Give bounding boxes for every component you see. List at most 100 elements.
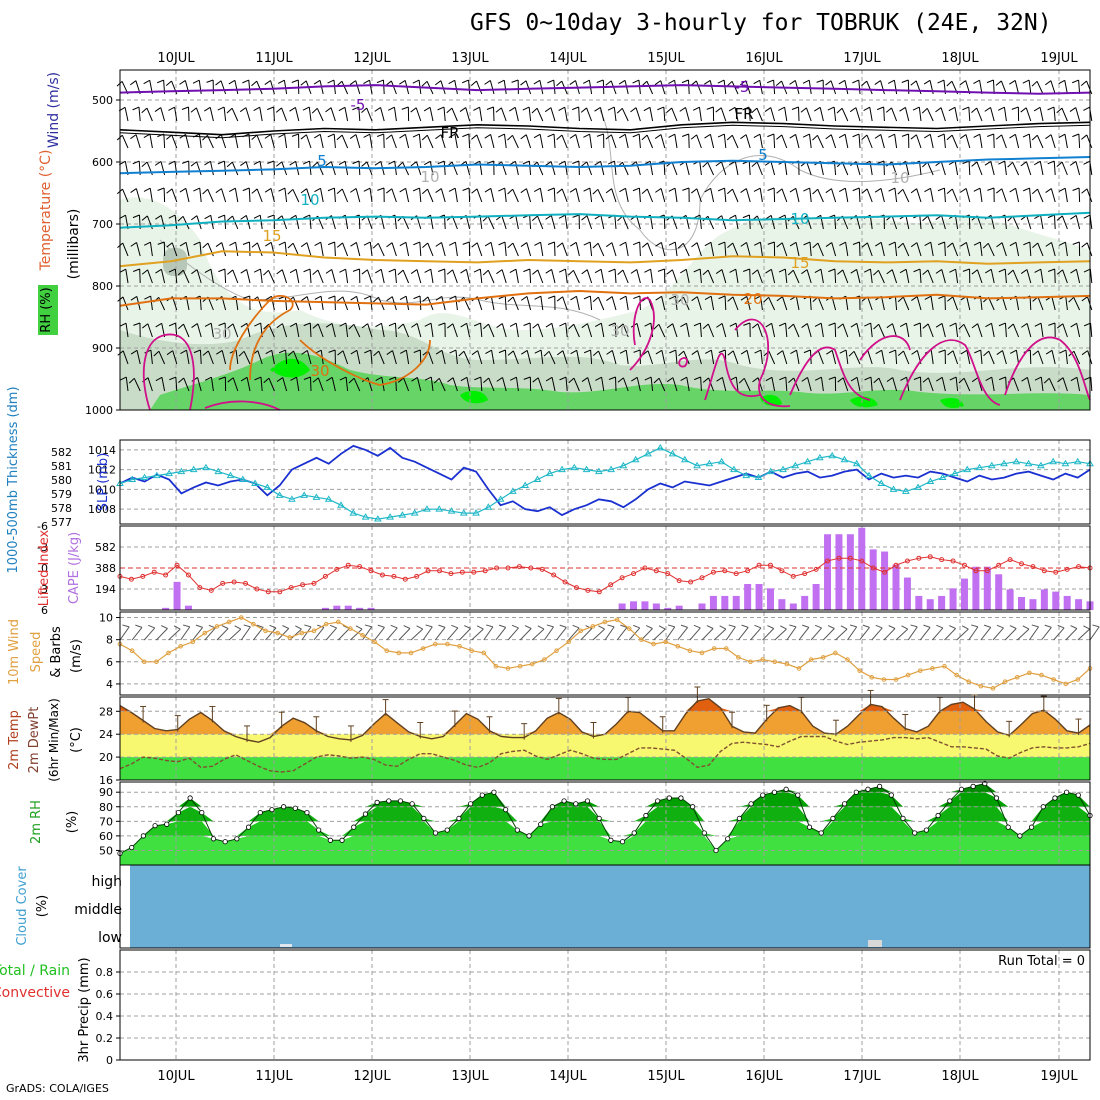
wind-barb-flag — [814, 322, 822, 327]
wind-barb-flag — [718, 349, 726, 353]
wind-barb-flag — [277, 79, 285, 84]
wind-barb-flag — [300, 80, 307, 86]
wind10-barb — [883, 628, 896, 641]
wind-barb — [614, 215, 617, 230]
wind-barb-flag — [363, 241, 371, 246]
thickness-point — [914, 483, 922, 490]
lifted-index-point — [562, 579, 568, 585]
wind-barb — [858, 80, 861, 95]
wind-barb-flag — [243, 295, 250, 299]
wind-barb — [150, 350, 153, 365]
wind-barb — [768, 297, 776, 311]
wind-barb — [319, 134, 324, 149]
wind-barb — [220, 80, 227, 95]
wind-barb — [480, 376, 483, 392]
wind-barb — [660, 242, 666, 257]
rh-point — [643, 812, 649, 819]
wind-barb-flag — [253, 268, 261, 273]
lifted-index-point — [151, 569, 157, 575]
wind-barb-flag — [462, 187, 470, 191]
wind10-barb — [495, 627, 507, 641]
wind-barb — [710, 242, 715, 257]
wind-barb-flag — [1068, 296, 1075, 303]
thickness-point — [1061, 459, 1070, 467]
wind-barb-flag — [276, 377, 284, 382]
wind10-barb-flag — [122, 624, 130, 628]
cape-bar — [321, 607, 329, 610]
isotherm-25 — [859, 335, 911, 361]
wind-barb — [927, 377, 934, 392]
wind-barb-flag — [361, 161, 368, 167]
wind-barb-flag — [632, 133, 640, 138]
wind-barb — [919, 215, 922, 230]
wind-barb — [1075, 107, 1081, 122]
wind-barb-flag — [339, 376, 347, 381]
wind-barb — [293, 350, 300, 365]
wind-barb-flag — [717, 187, 725, 192]
wind-barb-flag — [291, 133, 299, 137]
rh-point — [1017, 833, 1023, 839]
wind-barb-flag — [873, 323, 880, 330]
wind-barb — [893, 80, 898, 95]
wind10-barb — [265, 627, 277, 641]
wind10-point — [226, 619, 232, 625]
wind-barb-flag — [766, 79, 774, 84]
wind-barb — [781, 188, 788, 203]
wind-barb-flag — [754, 349, 762, 354]
wind-barb — [550, 161, 556, 176]
wind10-barb-flag — [767, 625, 774, 629]
wind-barb — [441, 350, 446, 365]
wind-barb-flag — [424, 376, 432, 381]
wind-barb — [647, 350, 654, 365]
wind-barb-flag — [303, 268, 311, 273]
wind-barb — [184, 80, 190, 95]
wind-barb — [488, 323, 495, 338]
wind-barb-flag — [681, 79, 689, 84]
axis-label-temp-d: (°C) — [69, 727, 84, 753]
wind-barb — [284, 134, 288, 149]
wind-barb-flag — [693, 268, 701, 273]
rh-point — [584, 798, 591, 804]
lifted-index-point — [608, 582, 614, 588]
lifted-index-point — [414, 573, 420, 579]
wind-barb-flag — [727, 242, 734, 248]
wind-barb — [416, 323, 422, 338]
wind-barb-flag — [828, 376, 836, 380]
wind-barb — [353, 324, 361, 338]
wind-barb — [650, 269, 654, 284]
wind-barb — [720, 107, 727, 122]
wind-barb-flag — [423, 106, 431, 112]
lifted-index-point — [847, 555, 853, 561]
wind-barb — [564, 107, 568, 122]
wind-barb — [880, 188, 885, 203]
wind-barb-flag — [157, 241, 165, 245]
wind10-barb-flag — [971, 624, 979, 628]
wind-barb-flag — [910, 242, 918, 248]
wind10-barb — [616, 627, 628, 641]
wind10-barb-flag — [827, 625, 835, 629]
wind-barb-flag — [386, 242, 393, 248]
wind10-barb — [386, 627, 398, 641]
wind-barb-flag — [1034, 322, 1042, 327]
wind-barb — [613, 107, 617, 122]
wind-barb-flag — [946, 134, 953, 141]
wind-barb-flag — [303, 214, 310, 219]
wind-barb — [512, 350, 519, 365]
wind10-barb-flag — [706, 625, 714, 629]
wind10-barb — [689, 627, 701, 641]
wind-barb-flag — [1081, 242, 1088, 248]
wind-barb-flag — [973, 79, 980, 85]
wind-barb-flag — [937, 133, 945, 138]
wind-barb — [284, 188, 288, 203]
wind-barb — [366, 269, 373, 284]
wind-barb-flag — [520, 188, 527, 194]
rh-point — [164, 821, 170, 827]
wind-barb-flag — [765, 268, 772, 274]
wind-barb — [221, 350, 227, 365]
wind10-barb-flag — [680, 624, 688, 628]
wind-barb-flag — [767, 241, 775, 245]
wind10-barb-flag — [173, 625, 181, 630]
wind10-barb-flag — [317, 624, 325, 628]
wind10-barb-flag — [486, 624, 494, 628]
isotherm-25 — [204, 400, 281, 411]
